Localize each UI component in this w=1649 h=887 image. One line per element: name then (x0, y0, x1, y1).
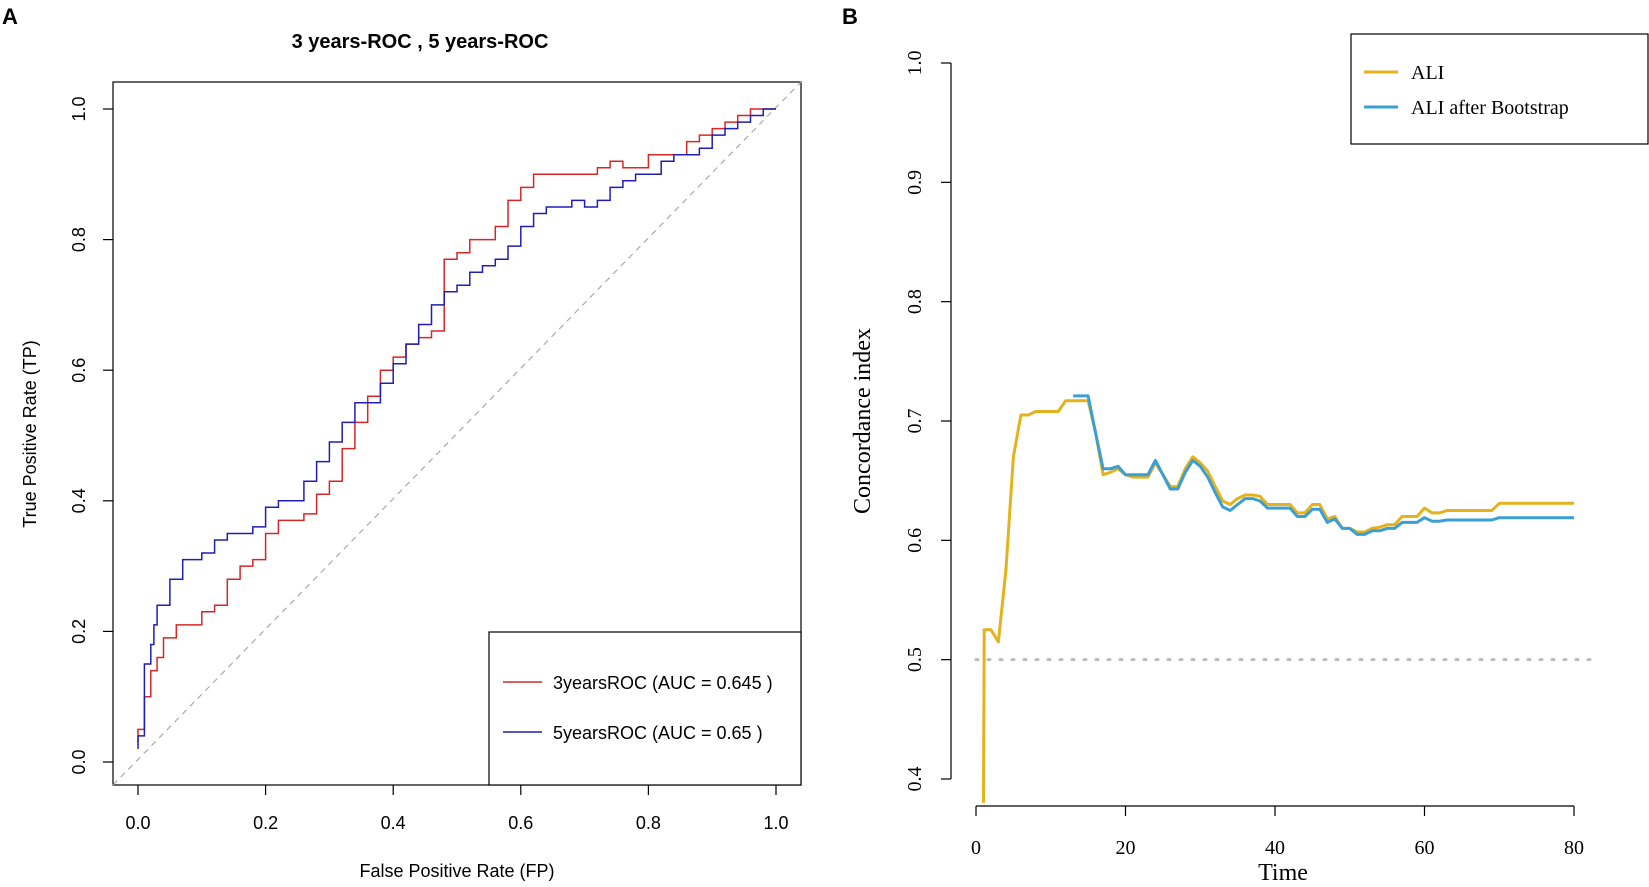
roc-legend-3years-label: 3yearsROC (AUC = 0.645 ) (553, 673, 773, 693)
roc-x-tick-label: 0.6 (508, 813, 533, 833)
cindex-x-tick-label: 60 (1415, 837, 1435, 859)
cindex-y-tick-label: 0.4 (904, 767, 926, 792)
panel-b-letter: B (842, 4, 858, 29)
roc-x-axis: 0.0 0.2 0.4 0.6 0.8 1.0 (125, 785, 789, 833)
roc-x-tick-label: 0.2 (253, 813, 278, 833)
panel-a: A 3 years-ROC , 5 years-ROC 0.0 0.2 0.4 0.6… (2, 4, 802, 881)
roc-y-tick-label: 0.6 (69, 358, 89, 383)
cindex-legend-bootstrap-label: ALI after Bootstrap (1411, 97, 1569, 119)
roc-title: 3 years-ROC , 5 years-ROC (292, 31, 549, 53)
roc-reference-diagonal (112, 81, 802, 786)
cindex-x-tick-label: 20 (1116, 837, 1136, 859)
cindex-bootstrap-line (1073, 394, 1574, 536)
roc-legend-box (488, 631, 802, 786)
cindex-series-lines (982, 394, 1574, 803)
cindex-legend-box (1350, 33, 1649, 145)
cindex-legend-ali-label: ALI (1411, 62, 1444, 84)
cindex-y-tick-label: 1.0 (904, 51, 926, 76)
roc-y-tick-label: 0.2 (69, 619, 89, 644)
panel-a-letter: A (2, 4, 18, 29)
roc-legend-5years-label: 5yearsROC (AUC = 0.65 ) (553, 723, 763, 743)
cindex-x-tick-label: 0 (971, 837, 981, 859)
roc-x-tick-label: 0.4 (381, 813, 406, 833)
roc-plot-frame (112, 81, 802, 786)
panel-b: B 0 20 40 60 80 0.4 0.5 0.6 0.7 0.8 0.9 1.0 Time C… (842, 4, 1649, 886)
cindex-y-tick-label: 0.9 (904, 170, 926, 195)
roc-x-axis-label: False Positive Rate (FP) (359, 861, 554, 881)
roc-y-axis: 0.0 0.2 0.4 0.6 0.8 1.0 (69, 96, 113, 775)
cindex-y-tick-label: 0.6 (904, 528, 926, 553)
roc-legend: 3yearsROC (AUC = 0.645 ) 5yearsROC (AUC … (488, 631, 802, 786)
cindex-y-tick-label: 0.5 (904, 647, 926, 672)
cindex-ali-line (982, 399, 1574, 803)
cindex-x-axis: 0 20 40 60 80 (971, 806, 1584, 859)
roc-y-tick-label: 0.0 (69, 749, 89, 774)
roc-y-tick-label: 0.4 (69, 488, 89, 513)
roc-x-tick-label: 1.0 (763, 813, 788, 833)
roc-x-tick-label: 0.8 (636, 813, 661, 833)
cindex-y-axis-label: Concordance index (850, 328, 876, 514)
roc-y-axis-label: True Positive Rate (TP) (20, 340, 40, 527)
cindex-y-axis: 0.4 0.5 0.6 0.7 0.8 0.9 1.0 (904, 51, 951, 792)
cindex-x-tick-label: 80 (1564, 837, 1584, 859)
cindex-y-tick-label: 0.8 (904, 289, 926, 314)
cindex-y-tick-label: 0.7 (904, 409, 926, 434)
cindex-x-axis-label: Time (1258, 860, 1308, 886)
roc-y-tick-label: 0.8 (69, 227, 89, 252)
roc-5years-line (137, 108, 776, 749)
roc-x-tick-label: 0.0 (125, 813, 150, 833)
cindex-x-tick-label: 40 (1265, 837, 1285, 859)
roc-y-tick-label: 1.0 (69, 96, 89, 121)
cindex-legend: ALI ALI after Bootstrap (1350, 33, 1649, 145)
roc-series-lines (137, 108, 776, 749)
